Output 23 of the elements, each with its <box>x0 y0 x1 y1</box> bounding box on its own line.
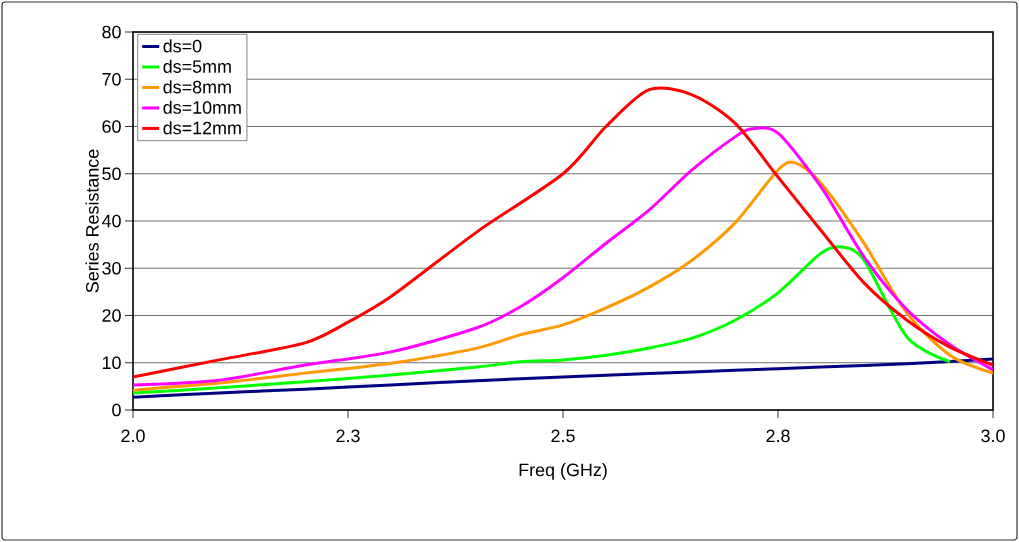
legend-label: ds=10mm <box>163 100 241 114</box>
y-tick-label: 20 <box>102 309 121 322</box>
legend-label: ds=5mm <box>163 59 231 73</box>
y-tick-label: 0 <box>112 403 121 417</box>
y-tick-label: 10 <box>102 356 121 370</box>
y-tick-label: 50 <box>102 167 121 181</box>
line-series <box>133 357 994 399</box>
x-tick-label: 2.8 <box>766 429 790 443</box>
x-tick-label: 3.0 <box>981 429 1005 443</box>
x-tick-label: 2.5 <box>551 429 575 443</box>
legend-label: ds=8mm <box>163 80 231 94</box>
line-series <box>133 245 952 395</box>
legend-label: ds=12mm <box>163 121 241 135</box>
y-tick-label: 30 <box>102 261 121 275</box>
x-tick-label: 2.0 <box>121 429 145 443</box>
y-tick-label: 40 <box>101 214 121 228</box>
legend-label: ds=0 <box>163 39 202 53</box>
y-axis-title: Series Resistance <box>85 149 99 293</box>
y-tick-label: 60 <box>102 120 121 133</box>
y-tick-label: 80 <box>102 25 121 39</box>
y-tick-label: 70 <box>102 72 121 86</box>
x-tick-label: 2.3 <box>336 429 360 443</box>
x-axis-title: Freq (GHz) <box>519 463 607 480</box>
